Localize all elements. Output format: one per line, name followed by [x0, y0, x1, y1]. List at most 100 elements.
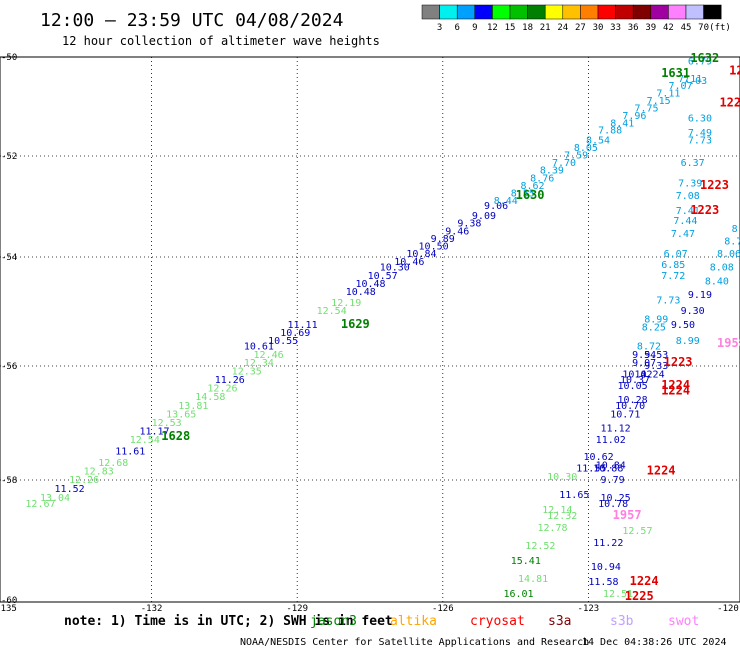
plot-border [0, 56, 740, 603]
pass-number: 1957 [613, 508, 642, 522]
scale-swatch [456, 4, 476, 20]
color-scale: 3 6 9 12 15 18 21 24 27 30 33 36 39 42 45 70 (ft) [421, 4, 731, 33]
swh-value: 12.54 [130, 435, 160, 446]
swh-value: 11.61 [115, 446, 145, 457]
satellite-altika: altika [390, 614, 437, 629]
swh-value: 10.62 [584, 452, 614, 463]
scale-swatch [615, 4, 634, 20]
swh-value: 12.14 [542, 505, 572, 516]
swh-value: 13.81 [178, 401, 208, 412]
pass-number: 1632 [690, 51, 719, 65]
footer-timestamp: 14 Dec 04:38:26 UTC 2024 [582, 637, 727, 648]
satellite-jason3: jason3 [310, 614, 357, 629]
swh-value: 11.02 [596, 435, 626, 446]
scale-label: 24 [557, 23, 568, 33]
pass-number: 1224 [661, 384, 690, 398]
scale-label: 6 [454, 23, 459, 33]
swh-value: 11.58 [588, 577, 618, 588]
swh-value: 7.03 [683, 76, 707, 87]
swh-value: 13.65 [166, 409, 196, 420]
swh-value: 14.58 [195, 392, 225, 403]
scale-swatch [509, 4, 528, 20]
pass-number: 1225 [625, 589, 654, 603]
scale-label: 36 [628, 23, 639, 33]
swh-value: 6.07 [664, 249, 688, 260]
swh-value: 9.53 [644, 350, 668, 361]
swh-value: 8.54 [586, 136, 610, 147]
swh-value: 12.54 [317, 306, 347, 317]
y-tick-label: -52 [1, 152, 17, 162]
scale-swatch [562, 4, 581, 20]
swh-value: 10.48 [355, 279, 385, 290]
y-tick-label: -54 [1, 253, 17, 263]
map-title: 12:00 – 23:59 UTC 04/08/2024 [40, 10, 343, 31]
swh-value: 9.50 [671, 320, 695, 331]
scale-swatch [703, 4, 722, 20]
x-tick-label: -132 [141, 604, 163, 614]
scale-swatch [668, 4, 687, 20]
swh-value: 8.76 [530, 173, 554, 184]
pass-number: 1631 [661, 66, 690, 80]
y-tick-label: -56 [1, 362, 17, 372]
scale-swatch [650, 4, 669, 20]
swh-value: 10.48 [346, 287, 376, 298]
y-tick-label: -58 [1, 476, 17, 486]
scale-swatch [474, 4, 493, 20]
swh-values: 12.6713.0411.5212.2612.8312.6811.6112.54… [25, 56, 740, 600]
swh-value: 10.28 [618, 395, 648, 406]
swh-value: 11.12 [601, 424, 631, 435]
swh-value: 8.25 [642, 323, 666, 334]
swh-value: 11.11 [287, 320, 317, 331]
x-tick-label: -129 [286, 604, 308, 614]
swh-value: 12.83 [84, 466, 114, 477]
swh-value: 12.35 [232, 367, 262, 378]
swh-value: 10.24 [635, 369, 665, 380]
scale-swatch [597, 4, 616, 20]
swh-value: 10.69 [280, 328, 310, 339]
swh-value: 7.39 [678, 178, 702, 189]
map-frame [0, 56, 740, 603]
swh-value: 10.55 [268, 336, 298, 347]
swh-value: 7.15 [647, 96, 671, 107]
scale-label: 3 [437, 23, 442, 33]
swh-value: 12.68 [98, 458, 128, 469]
swh-value: 8.40 [705, 276, 729, 287]
swh-value: 14.81 [518, 574, 548, 585]
swh-value: 12.57 [622, 526, 652, 537]
swh-value: 12.53 [152, 418, 182, 429]
footer-credit: NOAA/NESDIS Center for Satellite Applica… [240, 637, 589, 648]
swh-value: 8.99 [676, 336, 700, 347]
swh-value: 12.78 [537, 523, 567, 534]
scale-label: 9 [472, 23, 477, 33]
scale-label: 21 [540, 23, 551, 33]
swh-value: 8.99 [644, 314, 668, 325]
scale-label: 42 [663, 23, 674, 33]
swh-value: 9.38 [457, 219, 481, 230]
swh-value: 7.47 [671, 229, 695, 240]
pass-number: 1224 [661, 378, 690, 392]
swh-value: 6.37 [681, 158, 705, 169]
swh-value: 13.04 [40, 493, 70, 504]
scale-swatch [492, 4, 511, 20]
swh-value: 9.46 [445, 226, 469, 237]
swh-value: 10.70 [615, 401, 645, 412]
footer: NOAA/NESDIS Center for Satellite Applica… [240, 637, 727, 648]
x-tick-label: -135 [0, 604, 17, 614]
swh-value: 11.26 [215, 375, 245, 386]
swh-value: 9.07 [632, 358, 656, 369]
swh-value: 8.41 [610, 118, 634, 129]
pass-number: 1223 [664, 355, 693, 369]
x-tick-label: -120 [717, 604, 739, 614]
scale-unit: (ft) [709, 23, 731, 33]
swh-value: 7.88 [598, 126, 622, 137]
header: 12:00 – 23:59 UTC 04/08/2024 12 hour col… [40, 10, 380, 48]
swh-value: 12.51 [603, 589, 633, 600]
y-tick-label: -50 [1, 53, 17, 63]
scale-swatch [685, 4, 704, 20]
swh-value: 11.55 [576, 463, 606, 474]
pass-number: 1223 [700, 178, 729, 192]
swh-value: 9.54 [632, 350, 656, 361]
scale-label: 45 [681, 23, 692, 33]
swh-value: 6.30 [688, 113, 712, 124]
swh-value: 10.84 [596, 461, 626, 472]
